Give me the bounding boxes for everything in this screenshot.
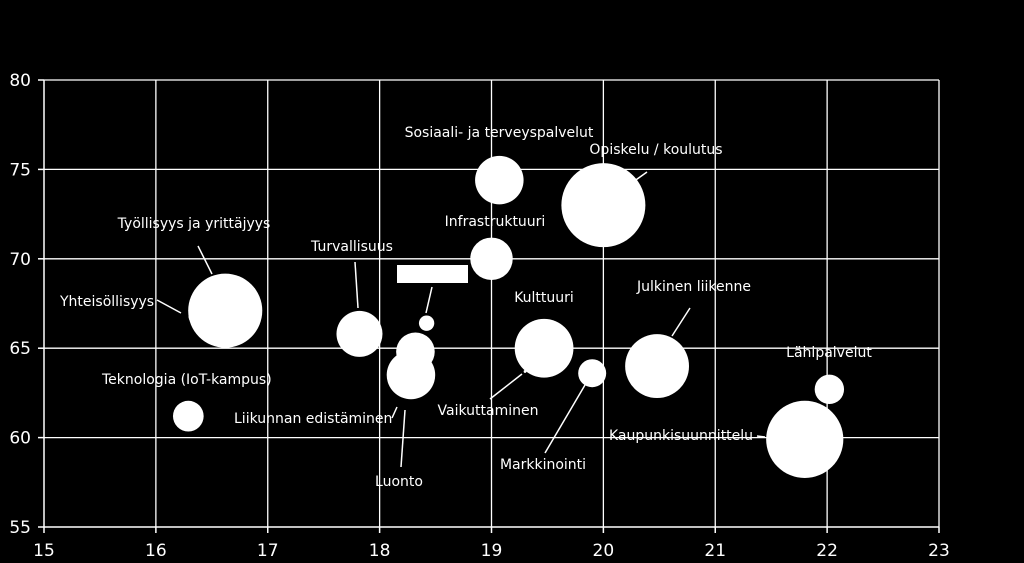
label-leader-lines: [156, 171, 766, 468]
bubble: [188, 306, 209, 326]
bubbles: [172, 155, 845, 478]
bubble: [578, 359, 607, 388]
bubble-label: Työllisyys ja yrittäjyys: [117, 216, 271, 232]
bubble: [475, 155, 524, 205]
leader-line: [425, 286, 433, 314]
chart-axes: [38, 79, 940, 533]
bubble-label: Yhteisöllisyys: [59, 294, 154, 310]
bubble-label: Infrastruktuuri: [445, 214, 546, 230]
bubble-label: Luonto: [375, 474, 423, 490]
bubble-label: Liikunnan edistäminen: [234, 411, 392, 427]
x-tick-label: 20: [593, 541, 615, 561]
y-tick-label: 80: [9, 71, 31, 91]
bubble: [172, 400, 204, 432]
bubble-label: Kulttuuri: [514, 290, 574, 306]
bubble-label: Kaupunkisuunnittelu: [609, 428, 753, 444]
leader-line: [354, 261, 359, 309]
x-tick-label: 17: [257, 541, 279, 561]
bubble-label: Markkinointi: [500, 457, 586, 473]
leader-line: [391, 406, 398, 419]
x-tick-label: 15: [33, 541, 55, 561]
chart-grid: [44, 79, 940, 527]
x-tick-label: 22: [816, 541, 838, 561]
bubble: [523, 370, 527, 373]
bubble-label: Julkinen liikenne: [636, 279, 751, 295]
bubble-label: Sosiaali- ja terveyspalvelut: [405, 125, 594, 141]
bubble: [386, 350, 436, 400]
y-tick-label: 65: [9, 339, 31, 359]
bubble: [336, 310, 383, 357]
y-tick-label: 55: [9, 518, 31, 538]
legend-swatch: [397, 265, 468, 283]
bubble: [625, 334, 689, 399]
bubble-label: Lähipalvelut: [786, 345, 872, 361]
y-tick-label: 70: [9, 250, 31, 270]
bubble: [561, 163, 646, 248]
tick-labels: 15 16 17 18 19 20 21 22 23 55 60 65 70 75 80: [9, 71, 949, 561]
leader-line: [671, 307, 691, 337]
bubble: [766, 400, 844, 478]
bubble-label: Vaikuttaminen: [438, 403, 539, 419]
leader-line: [756, 435, 766, 438]
bubble: [188, 273, 263, 348]
y-tick-label: 60: [9, 429, 31, 449]
bubble: [514, 318, 574, 378]
x-tick-label: 23: [928, 541, 950, 561]
bubble: [405, 375, 408, 379]
x-tick-label: 18: [369, 541, 391, 561]
bubble: [814, 374, 845, 405]
bubble-label: Teknologia (IoT-kampus): [101, 372, 272, 388]
x-tick-label: 19: [481, 541, 503, 561]
leader-line: [197, 245, 213, 275]
bubble-label: Turvallisuus: [310, 239, 393, 255]
leader-line: [156, 299, 182, 314]
leader-line: [400, 409, 406, 468]
x-tick-label: 21: [704, 541, 726, 561]
bubble: [418, 315, 435, 331]
y-tick-label: 75: [9, 160, 31, 180]
leader-line: [544, 384, 586, 454]
bubble: [470, 237, 513, 281]
x-tick-label: 16: [145, 541, 167, 561]
bubble-label: Opiskelu / koulutus: [589, 142, 722, 158]
leader-line: [489, 373, 523, 400]
